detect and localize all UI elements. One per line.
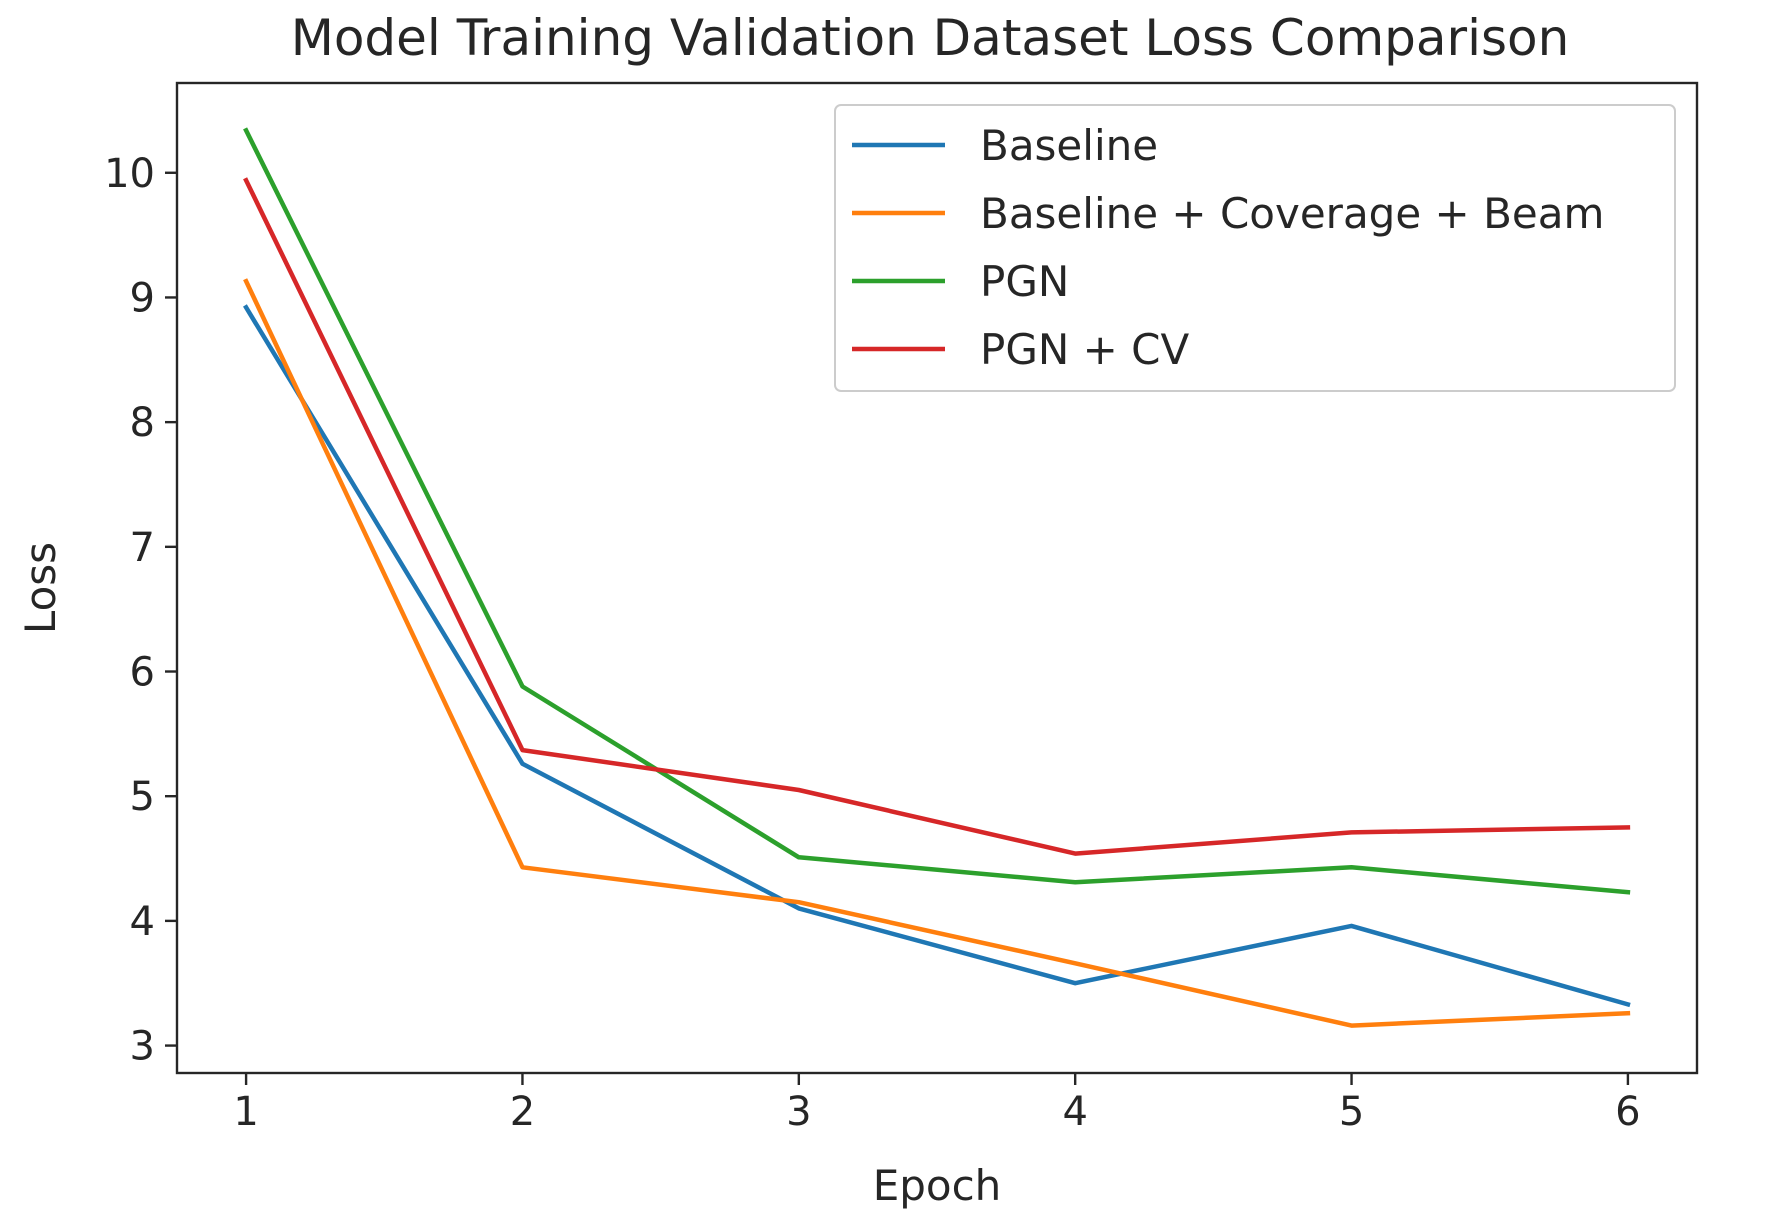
x-axis-ticks: 1 2 3 4 5 6 xyxy=(233,1073,1641,1135)
y-tick-label: 3 xyxy=(130,1024,155,1070)
y-tick-label: 7 xyxy=(130,525,155,571)
legend-label: PGN xyxy=(980,257,1069,306)
x-tick-label: 5 xyxy=(1339,1089,1364,1135)
legend-box xyxy=(834,104,1676,392)
y-tick-label: 6 xyxy=(130,650,155,696)
y-tick-label: 5 xyxy=(130,774,155,820)
series-line-0 xyxy=(243,304,1631,1008)
legend: Baseline Baseline + Coverage + Beam PGN PGN… xyxy=(834,104,1676,392)
y-tick-label: 4 xyxy=(130,899,155,945)
x-tick-label: 4 xyxy=(1062,1089,1087,1135)
y-tick-label: 8 xyxy=(130,400,155,446)
legend-label: Baseline xyxy=(980,121,1158,170)
legend-label: PGN + CV xyxy=(980,325,1190,374)
y-axis-label: Loss xyxy=(16,542,65,634)
x-tick-label: 3 xyxy=(786,1089,811,1135)
x-axis-label: Epoch xyxy=(873,1161,1002,1210)
series-line-2 xyxy=(243,127,1631,895)
x-tick-label: 1 xyxy=(233,1089,258,1135)
y-axis-ticks: 3 4 5 6 7 8 9 10 xyxy=(104,151,177,1070)
x-tick-label: 2 xyxy=(510,1089,535,1135)
y-tick-label: 9 xyxy=(130,275,155,321)
series-lines xyxy=(243,127,1631,1028)
plot-frame xyxy=(175,81,1699,1075)
series-line-3 xyxy=(243,177,1631,856)
series-line-1 xyxy=(243,278,1631,1028)
y-tick-label: 10 xyxy=(104,151,155,197)
chart-title: Model Training Validation Dataset Loss C… xyxy=(291,9,1570,67)
x-tick-label: 6 xyxy=(1615,1089,1640,1135)
legend-label: Baseline + Coverage + Beam xyxy=(980,189,1604,238)
